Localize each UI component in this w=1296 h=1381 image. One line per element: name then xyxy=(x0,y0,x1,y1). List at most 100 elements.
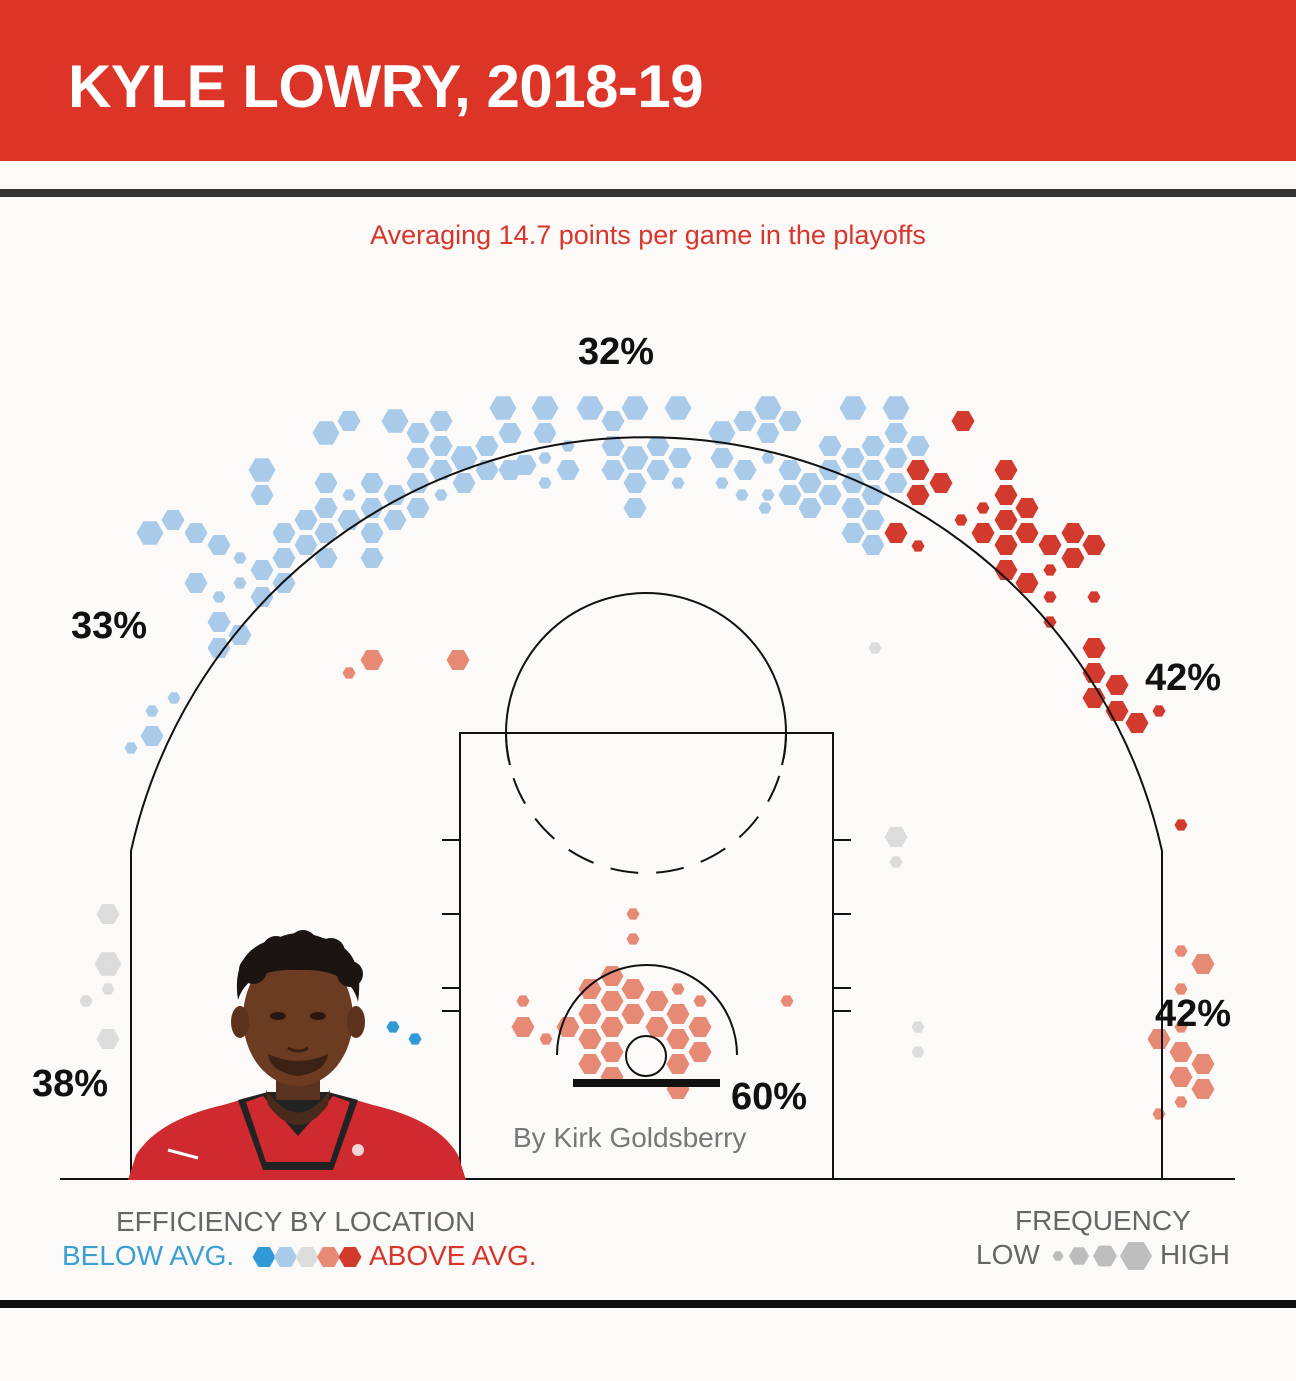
shot-hex xyxy=(96,1029,120,1049)
shot-hex xyxy=(798,498,822,518)
shot-hex xyxy=(1152,1108,1166,1120)
shot-hex xyxy=(733,460,757,480)
shot-hex xyxy=(994,560,1018,580)
shot-hex xyxy=(207,535,231,555)
shot-hex xyxy=(576,396,604,420)
shot-hex xyxy=(538,477,552,489)
shot-hex xyxy=(780,995,794,1007)
efficiency-legend-hex xyxy=(317,1247,340,1267)
shot-hex xyxy=(906,460,930,480)
shot-hex xyxy=(688,1042,712,1062)
shot-hex xyxy=(601,460,625,480)
shot-hex xyxy=(666,1004,690,1024)
frequency-legend-low: LOW xyxy=(976,1239,1040,1270)
shot-hex xyxy=(228,625,252,645)
shot-hex xyxy=(861,436,885,456)
shot-hex xyxy=(516,995,530,1007)
chart-subtitle: Averaging 14.7 points per game in the pl… xyxy=(370,220,926,250)
shot-hex xyxy=(668,448,692,468)
shot-hex xyxy=(906,436,930,456)
shot-hex xyxy=(342,667,356,679)
shot-hex xyxy=(1125,713,1149,733)
frequency-legend-high: HIGH xyxy=(1160,1239,1230,1270)
shot-hex xyxy=(884,448,908,468)
shot-hex xyxy=(754,396,782,420)
shot-hex xyxy=(1174,819,1188,831)
shot-hex xyxy=(489,396,517,420)
shot-hex xyxy=(578,1054,602,1074)
shot-hex xyxy=(1082,663,1106,683)
shot-hex xyxy=(666,1054,690,1074)
court-lines xyxy=(130,436,1163,1180)
shot-hex xyxy=(513,455,537,475)
shot-hex xyxy=(533,423,557,443)
shot-hex xyxy=(124,742,138,754)
shot-hex xyxy=(761,489,775,501)
shot-hex xyxy=(645,1017,669,1037)
shot-hex xyxy=(626,933,640,945)
shot-hex xyxy=(601,436,625,456)
shot-hex xyxy=(818,436,842,456)
shot-hex xyxy=(294,535,318,555)
shot-hex xyxy=(337,510,361,530)
shot-hex xyxy=(911,1021,925,1033)
shot-hex xyxy=(386,1021,400,1033)
shot-hex xyxy=(136,521,164,545)
shot-hex xyxy=(841,498,865,518)
shot-hex xyxy=(761,452,775,464)
efficiency-legend-high: ABOVE AVG. xyxy=(369,1240,537,1271)
shot-hex xyxy=(101,983,115,995)
byline: By Kirk Goldsberry xyxy=(513,1122,747,1153)
three-point-line xyxy=(130,436,1163,1178)
shot-hex xyxy=(1191,1054,1215,1074)
shot-hex xyxy=(688,1017,712,1037)
shot-hex xyxy=(184,523,208,543)
shot-hex xyxy=(841,448,865,468)
shot-hex xyxy=(600,991,624,1011)
shot-hex xyxy=(733,411,757,431)
shot-hex xyxy=(434,489,448,501)
shot-hex xyxy=(539,1033,553,1045)
shot-hex xyxy=(976,502,990,514)
shot-hex xyxy=(161,510,185,530)
shot-hex xyxy=(452,473,476,493)
shot-hex xyxy=(1082,535,1106,555)
shot-hex xyxy=(450,446,478,470)
zone-label-restricted-area: 60% xyxy=(731,1076,808,1118)
shot-hex xyxy=(646,460,670,480)
shot-hex xyxy=(233,552,247,564)
shot-hex xyxy=(889,856,903,868)
efficiency-legend-hex xyxy=(295,1247,319,1267)
shot-hex xyxy=(735,489,749,501)
shot-hex xyxy=(601,411,625,431)
shot-hex xyxy=(184,573,208,593)
shot-hex xyxy=(778,411,802,431)
shot-hex xyxy=(406,423,430,443)
shot-hex xyxy=(1147,1029,1171,1049)
shot-hex xyxy=(1038,535,1062,555)
shot-hex xyxy=(868,642,882,654)
shot-hex xyxy=(621,446,649,470)
free-throw-circle-bottom xyxy=(505,732,787,874)
shot-hex xyxy=(798,473,822,493)
zone-label-center-three: 32% xyxy=(578,331,655,373)
shot-hex xyxy=(715,477,729,489)
shot-hex xyxy=(861,510,885,530)
shot-hex xyxy=(1061,523,1085,543)
shot-hex xyxy=(1174,983,1188,995)
shot-hex xyxy=(1105,675,1129,695)
shot-hex xyxy=(511,1017,535,1037)
shot-hex xyxy=(778,485,802,505)
zone-label-right-corner-three: 42% xyxy=(1155,993,1232,1035)
shot-hex xyxy=(646,436,670,456)
restricted-area-arc xyxy=(556,964,738,1056)
shot-hex xyxy=(248,458,276,482)
shot-hex xyxy=(621,396,649,420)
shot-hex xyxy=(381,409,409,433)
shot-hex xyxy=(994,460,1018,480)
shot-hex xyxy=(882,396,910,420)
shot-hex xyxy=(578,979,602,999)
shot-hex xyxy=(708,421,736,445)
shot-hex xyxy=(312,421,340,445)
shot-hex xyxy=(693,995,707,1007)
